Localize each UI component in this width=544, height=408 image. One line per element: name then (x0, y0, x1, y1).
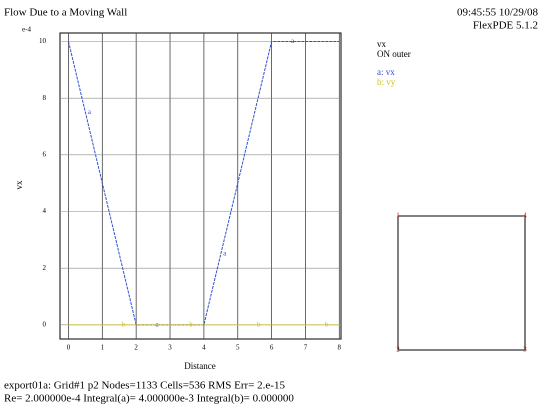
mesh-corner-label: 4 (523, 212, 527, 220)
y-tick-label: 4 (43, 207, 47, 215)
y-multiplier: e-4 (22, 26, 31, 34)
chart-title: Flow Due to a Moving Wall (4, 7, 127, 19)
mesh-outline (397, 215, 526, 351)
x-tick-label: 4 (202, 344, 206, 352)
y-tick-label: 0 (43, 320, 47, 328)
x-tick-label: 2 (134, 344, 138, 352)
y-tick-label: 8 (43, 94, 47, 102)
x-tick-label: 6 (270, 344, 274, 352)
footer-line: Re= 2.000000e-4 Integral(a)= 4.000000e-3… (4, 393, 294, 405)
y-tick-label: 10 (39, 37, 47, 45)
series-marker: a (223, 250, 227, 258)
mesh-corner-label: 1 (396, 212, 400, 220)
y-axis-label: vx (14, 180, 24, 190)
legend-subtitle: ON outer (377, 49, 411, 59)
x-axis-label: Distance (184, 361, 216, 371)
x-tick-label: 5 (236, 344, 240, 352)
x-tick-label: 1 (101, 344, 105, 352)
series-marker: b (325, 320, 329, 328)
series-marker: a (88, 108, 92, 116)
series-marker: a (291, 37, 295, 45)
legend-entry: b: vy (377, 77, 396, 87)
plot-frame (59, 32, 342, 340)
y-tick-label: 2 (43, 264, 47, 272)
x-tick-label: 7 (304, 344, 308, 352)
mesh-corner-label: 3 (523, 346, 527, 354)
x-tick-label: 3 (168, 344, 172, 352)
y-tick-label: 6 (43, 150, 47, 158)
series-marker: b (257, 320, 261, 328)
series-line (67, 41, 340, 326)
timestamp: 09:45:55 10/29/08 (457, 7, 538, 19)
x-tick-label: 8 (338, 344, 342, 352)
x-tick-label: 0 (67, 344, 71, 352)
legend-entry: a: vx (377, 67, 395, 77)
series-marker: b (189, 320, 193, 328)
software: FlexPDE 5.1.2 (473, 20, 538, 32)
mesh-corner-label: 2 (396, 346, 400, 354)
footer-line: export01a: Grid#1 p2 Nodes=1133 Cells=53… (4, 380, 285, 392)
series-marker: b (121, 320, 125, 328)
legend-title: vx (377, 39, 387, 49)
